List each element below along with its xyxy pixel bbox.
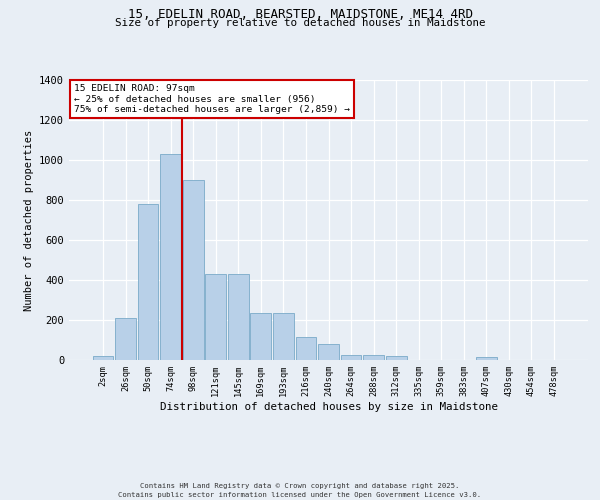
Bar: [115, 318, 136, 360]
Bar: [363, 355, 384, 360]
Text: Size of property relative to detached houses in Maidstone: Size of property relative to detached ho…: [115, 18, 485, 28]
Bar: [318, 344, 339, 360]
Bar: [160, 154, 181, 360]
Bar: [92, 356, 113, 360]
Bar: [476, 357, 497, 360]
Bar: [341, 355, 361, 360]
Bar: [137, 204, 158, 360]
Bar: [296, 337, 316, 360]
Text: Contains HM Land Registry data © Crown copyright and database right 2025.
Contai: Contains HM Land Registry data © Crown c…: [118, 483, 482, 498]
Bar: [386, 356, 407, 360]
Bar: [228, 274, 248, 360]
Bar: [183, 180, 203, 360]
Y-axis label: Number of detached properties: Number of detached properties: [23, 130, 34, 310]
Text: 15 EDELIN ROAD: 97sqm
← 25% of detached houses are smaller (956)
75% of semi-det: 15 EDELIN ROAD: 97sqm ← 25% of detached …: [74, 84, 350, 114]
Text: Distribution of detached houses by size in Maidstone: Distribution of detached houses by size …: [160, 402, 498, 412]
Bar: [205, 274, 226, 360]
Bar: [250, 313, 271, 360]
Bar: [273, 313, 294, 360]
Text: 15, EDELIN ROAD, BEARSTED, MAIDSTONE, ME14 4RD: 15, EDELIN ROAD, BEARSTED, MAIDSTONE, ME…: [128, 8, 473, 20]
